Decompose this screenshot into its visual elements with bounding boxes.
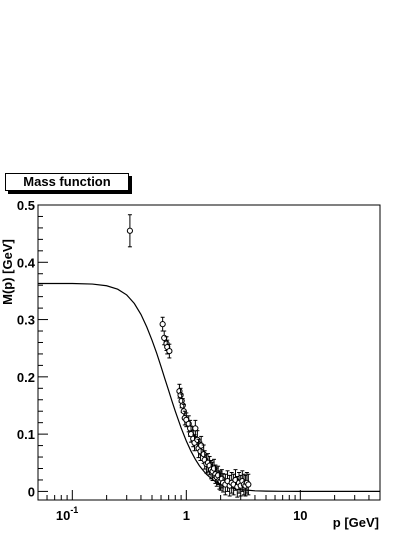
- data-point: [245, 481, 252, 488]
- axis-ticks: [37, 204, 381, 500]
- x-axis-label: p [GeV]: [333, 515, 379, 530]
- y-tick-label: 0.5: [17, 198, 35, 213]
- y-tick-label: 0.4: [17, 255, 36, 270]
- data-point: [179, 402, 186, 409]
- y-tick-label: 0.2: [17, 370, 35, 385]
- data-point: [159, 321, 166, 328]
- data-point: [166, 347, 173, 355]
- data-point: [198, 442, 205, 449]
- data-points-group: [126, 214, 252, 498]
- y-tick-label: 0: [28, 484, 35, 499]
- x-tick-label: 1: [183, 508, 190, 523]
- y-tick-label: 0.1: [17, 427, 35, 442]
- tick-labels-group: 00.10.20.30.40.510 -1 1 10: [17, 198, 308, 523]
- data-point: [126, 227, 134, 234]
- x-tick-label: 10: [293, 508, 307, 523]
- x-tick-label: 10: [56, 508, 70, 523]
- y-axis-label: M(p) [GeV]: [0, 239, 15, 305]
- data-point: [177, 392, 184, 399]
- data-point: [200, 451, 207, 458]
- x-tick-exponent: -1: [70, 505, 78, 515]
- plot-frame: [37, 204, 381, 501]
- chart-title: Mass function: [5, 173, 129, 191]
- data-point: [192, 425, 199, 432]
- y-tick-label: 0.3: [17, 313, 35, 328]
